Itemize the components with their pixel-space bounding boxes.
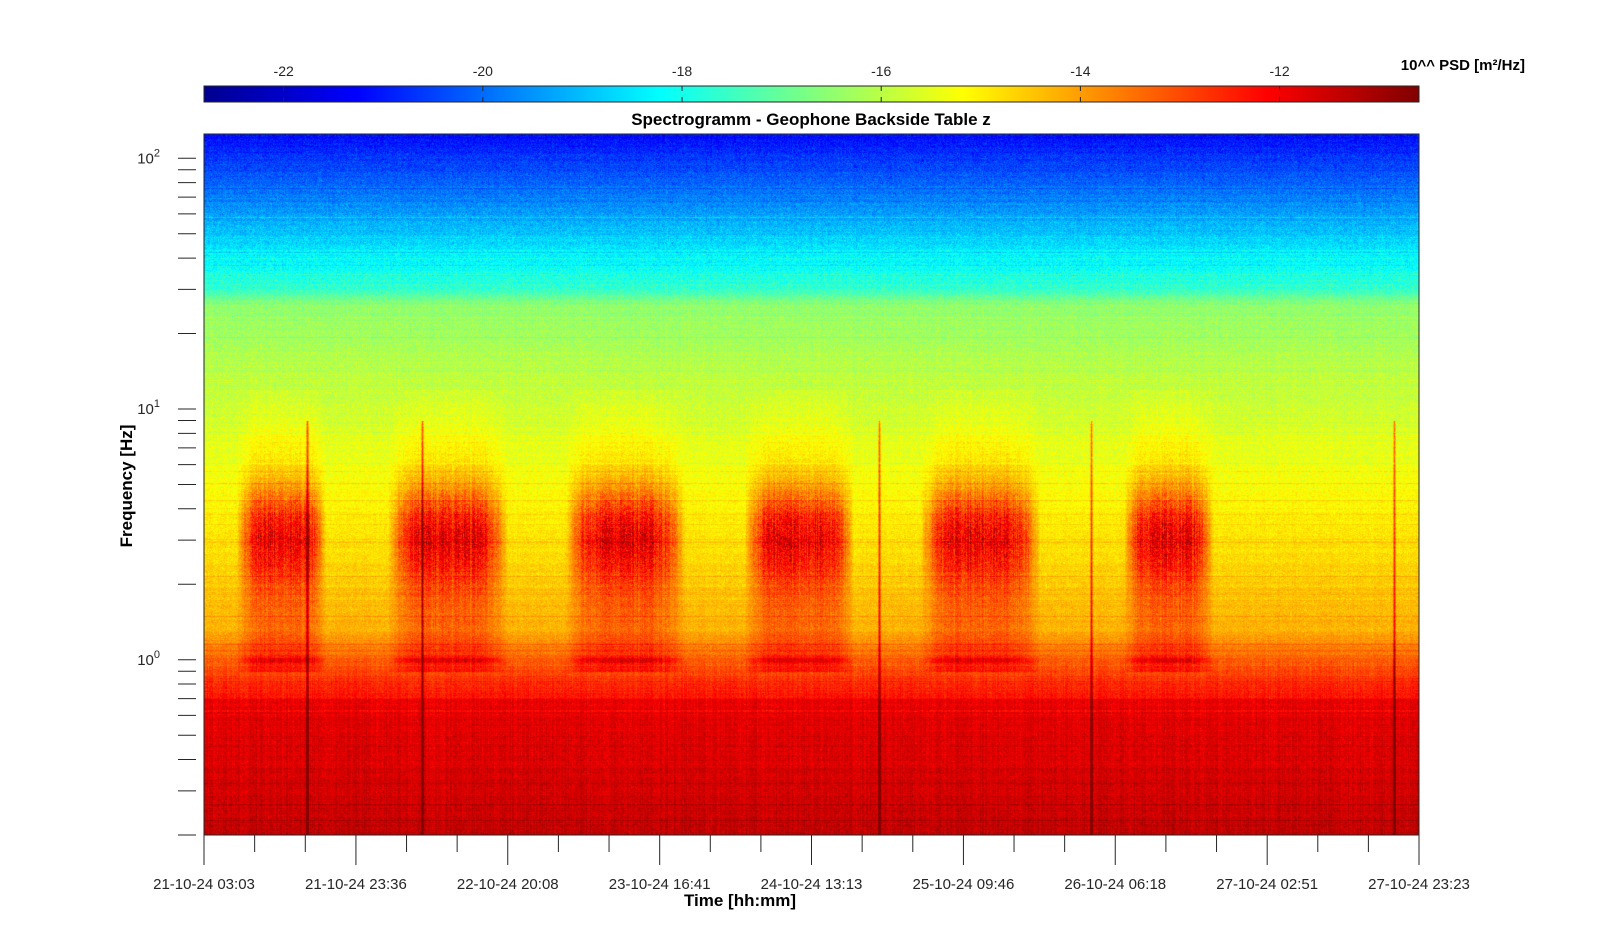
x-tick-label: 27-10-24 23:23 bbox=[1368, 876, 1470, 893]
x-tick-label: 27-10-24 02:51 bbox=[1216, 876, 1318, 893]
colorbar-tick-label: -20 bbox=[473, 63, 493, 79]
y-tick-label: 101 bbox=[137, 398, 160, 418]
colorbar: -22 -20 -18 -16 -14 -12 10^^ PSD [m²/Hz] bbox=[203, 57, 1525, 103]
chart-title: Spectrogramm - Geophone Backside Table z bbox=[631, 110, 991, 129]
x-axis-label: Time [hh:mm] bbox=[684, 891, 796, 910]
colorbar-label: 10^^ PSD [m²/Hz] bbox=[1401, 57, 1525, 74]
spectrogram-heatmap bbox=[204, 134, 1419, 835]
x-tick-label: 21-10-24 23:36 bbox=[305, 876, 407, 893]
colorbar-tick-label: -16 bbox=[871, 63, 891, 79]
x-tick-label: 22-10-24 20:08 bbox=[457, 876, 559, 893]
y-axis-label: Frequency [Hz] bbox=[117, 425, 136, 548]
y-tick-label: 100 bbox=[137, 649, 160, 669]
x-tick-label: 26-10-24 06:18 bbox=[1064, 876, 1166, 893]
y-axis: 100 101 102 bbox=[137, 147, 196, 836]
colorbar-tick-label: -22 bbox=[274, 63, 294, 79]
colorbar-tick-label: -12 bbox=[1269, 63, 1289, 79]
colorbar-tick-label: -14 bbox=[1070, 63, 1090, 79]
x-tick-label: 23-10-24 16:41 bbox=[609, 876, 711, 893]
colorbar-gradient bbox=[203, 85, 1420, 103]
y-tick-label: 102 bbox=[137, 147, 160, 167]
colorbar-ticks: -22 -20 -18 -16 -14 -12 bbox=[274, 63, 1290, 102]
x-tick-label: 24-10-24 13:13 bbox=[761, 876, 863, 893]
colorbar-tick-label: -18 bbox=[672, 63, 692, 79]
x-axis: 21-10-24 03:03 21-10-24 23:36 22-10-24 20:… bbox=[153, 835, 1470, 893]
x-tick-label: 25-10-24 09:46 bbox=[913, 876, 1015, 893]
plot-area bbox=[203, 133, 1420, 836]
x-tick-label: 21-10-24 03:03 bbox=[153, 876, 255, 893]
